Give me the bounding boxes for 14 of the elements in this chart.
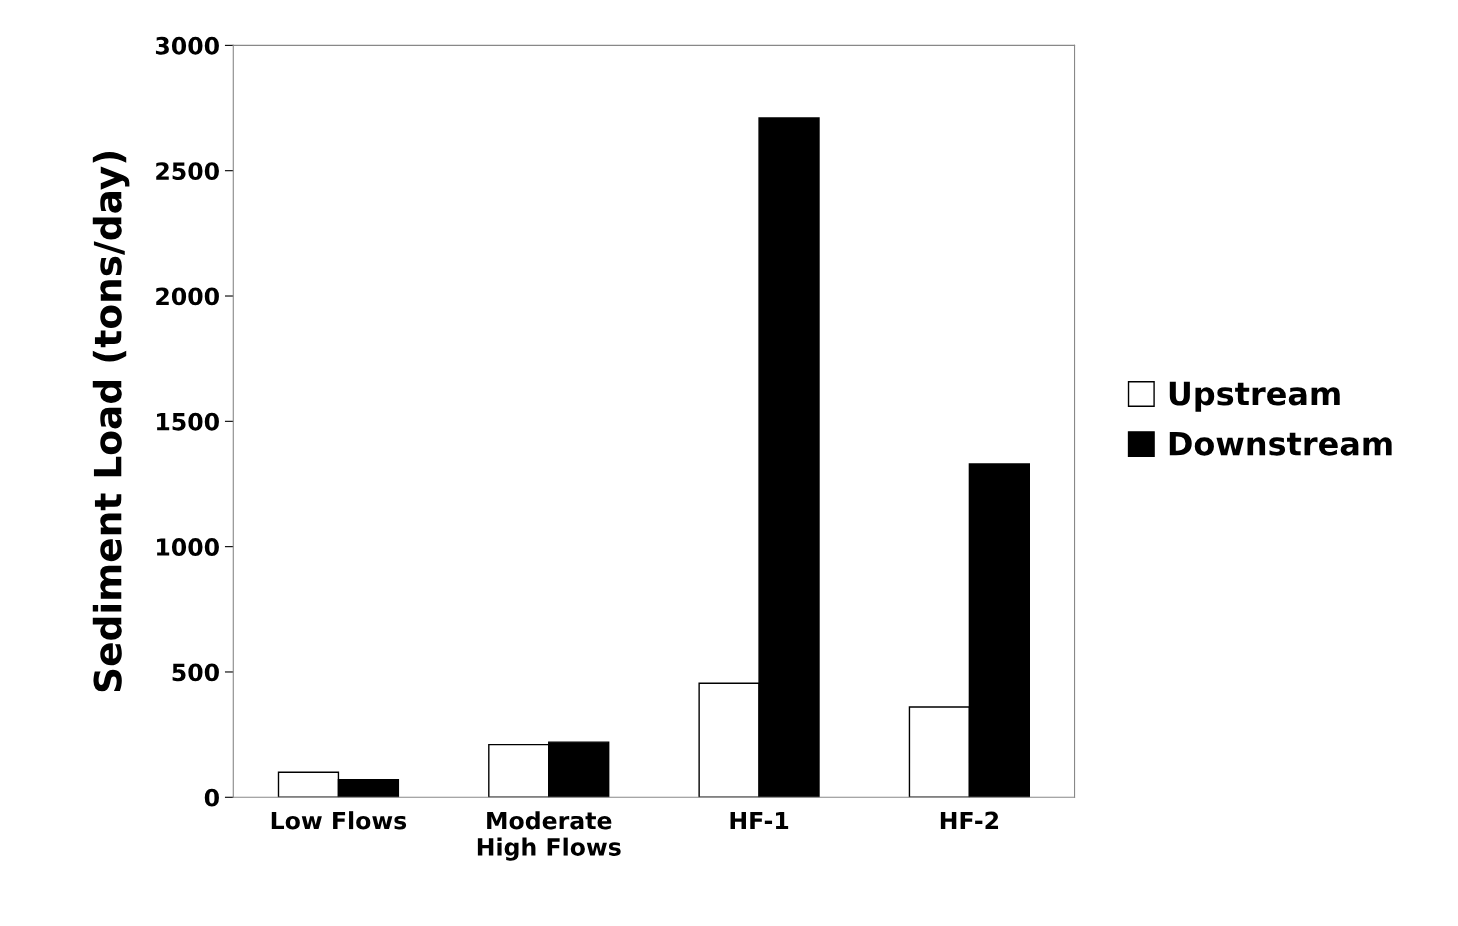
y-tick-label: 0	[204, 788, 219, 807]
x-tick-label: HF-1	[730, 811, 789, 830]
y-tick-label: 3000	[155, 36, 219, 55]
y-tick-label: 2500	[156, 162, 219, 180]
x-tick-label: Low Flows	[271, 811, 407, 830]
y-tick-label: 2000	[156, 287, 219, 306]
legend-label: Upstream	[1169, 381, 1340, 412]
y-tick-label: 500	[172, 663, 219, 682]
legend-label: Downstream	[1169, 431, 1392, 456]
x-tick-label: HF-2	[940, 811, 999, 830]
x-tick-label: Moderate High Flows	[477, 811, 621, 861]
y-tick-label: 1000	[157, 538, 219, 556]
y-axis-title: Sediment Load (tons/day)	[92, 151, 130, 692]
y-tick-label: 1500	[157, 412, 219, 431]
